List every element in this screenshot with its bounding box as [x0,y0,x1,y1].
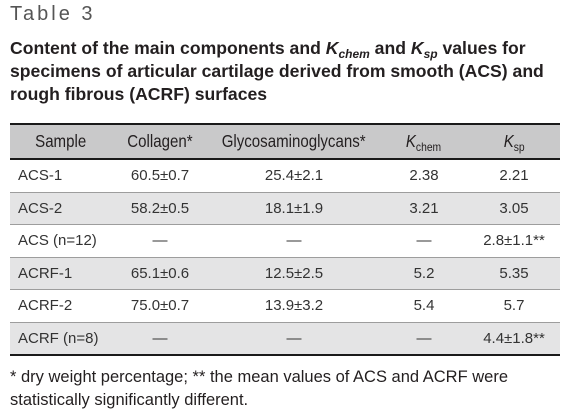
cell-ksp: 2.21 [468,159,560,193]
table-body: ACS-1 60.5±0.7 25.4±2.1 2.38 2.21 ACS-2 … [10,159,560,356]
cell-glycosaminoglycans: 25.4±2.1 [208,159,380,193]
header-collagen: Collagen* [112,123,208,160]
cell-sample: ACS (n=12) [10,224,112,258]
cell-collagen: 58.2±0.5 [112,192,208,225]
cell-sample: ACS-2 [10,192,112,225]
table-row: ACS (n=12) — — — 2.8±1.1** [10,224,560,258]
caption-ksp-symbol: Ksp [410,38,438,61]
cell-kchem: 5.4 [380,289,468,323]
cell-glycosaminoglycans: — [208,224,380,258]
data-table: Sample Collagen* Glycosaminoglycans* Kch… [10,123,560,356]
header-sample: Sample [10,123,112,160]
table-row: ACRF (n=8) — — — 4.4±1.8** [10,322,560,356]
table-row: ACRF-2 75.0±0.7 13.9±3.2 5.4 5.7 [10,289,560,323]
cell-ksp: 5.7 [468,289,560,323]
header-row: Sample Collagen* Glycosaminoglycans* Kch… [10,123,560,160]
caption-text-part2: values for specimens of articular cartil… [10,38,544,104]
cell-collagen: — [112,322,208,356]
cell-collagen: — [112,224,208,258]
header-kchem: Kchem [380,123,468,160]
header-glycosaminoglycans: Glycosaminoglycans* [208,123,380,160]
cell-sample: ACRF-1 [10,257,112,290]
table-caption: Content of the main components and Kchem… [10,37,560,106]
table-row: ACRF-1 65.1±0.6 12.5±2.5 5.2 5.35 [10,257,560,290]
cell-collagen: 60.5±0.7 [112,159,208,193]
header-ksp: Ksp [468,123,560,160]
cell-collagen: 65.1±0.6 [112,257,208,290]
cell-glycosaminoglycans: — [208,322,380,356]
caption-text-part1: Content of the main components and [10,38,326,58]
caption-kchem-symbol: Kchem [325,38,370,61]
cell-ksp: 2.8±1.1** [468,224,560,258]
table-row: ACS-1 60.5±0.7 25.4±2.1 2.38 2.21 [10,159,560,193]
data-table-container: Sample Collagen* Glycosaminoglycans* Kch… [10,123,560,356]
cell-kchem: — [380,224,468,258]
cell-sample: ACRF-2 [10,289,112,323]
cell-kchem: 2.38 [380,159,468,193]
table-footnote: * dry weight percentage; ** the mean val… [10,368,509,409]
table-header: Sample Collagen* Glycosaminoglycans* Kch… [10,123,560,160]
cell-sample: ACS-1 [10,159,112,193]
cell-ksp: 4.4±1.8** [468,322,560,356]
cell-kchem: 3.21 [380,192,468,225]
cell-ksp: 5.35 [468,257,560,290]
cell-glycosaminoglycans: 12.5±2.5 [208,257,380,290]
cell-ksp: 3.05 [468,192,560,225]
cell-glycosaminoglycans: 18.1±1.9 [208,192,380,225]
table-number-label: Table 3 [10,3,96,25]
table-row: ACS-2 58.2±0.5 18.1±1.9 3.21 3.05 [10,192,560,225]
cell-kchem: — [380,322,468,356]
cell-glycosaminoglycans: 13.9±3.2 [208,289,380,323]
cell-collagen: 75.0±0.7 [112,289,208,323]
cell-kchem: 5.2 [380,257,468,290]
cell-sample: ACRF (n=8) [10,322,112,356]
caption-and: and [369,38,411,58]
